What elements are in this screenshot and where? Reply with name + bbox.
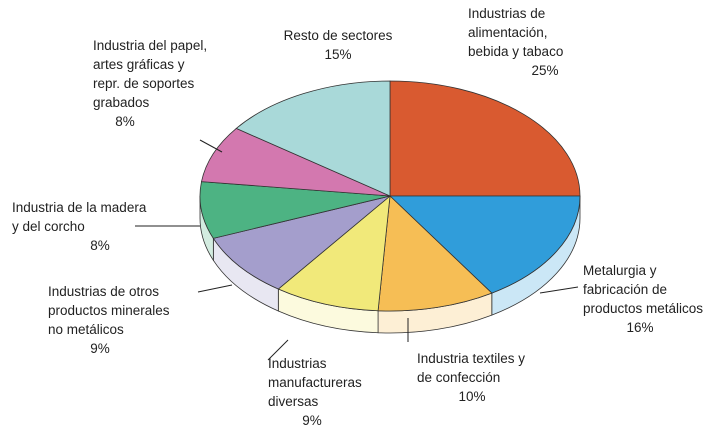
pie-slice [235,80,391,197]
pie-slice [199,181,391,239]
leader-line [267,339,289,361]
pie-slice [277,195,391,312]
leader-line [197,284,233,293]
pie-slice [201,127,391,197]
value-label: 15% [324,47,351,62]
slice-label: Industria del papel, artes gráficas y repr… [93,38,207,110]
pie-slice [389,80,581,197]
slice-label: Industria de la madera y del corcho [12,200,147,234]
slice-label: Industrias de otros productos minerales no… [48,284,170,337]
slice-label: Resto de sectores [284,28,393,43]
value-label: 8% [90,238,110,253]
pie-slice [389,195,581,294]
pie-slice [212,195,391,290]
value-label: 16% [626,320,653,335]
value-label: 9% [302,413,322,428]
value-label: 10% [458,389,485,404]
slice-label: Industrias de alimentación, bebida y tabac… [468,6,563,59]
value-label: 8% [115,114,135,129]
leader-line [539,286,579,294]
slice-label: Industria textiles y de confección [417,351,525,385]
pie-slice [377,195,493,312]
value-label: 25% [531,63,558,78]
slice-label: Industrias manufactureras diversas [268,356,362,409]
leader-line [199,139,223,153]
slice-label: Metalurgia y fabricación de productos metá… [583,263,703,316]
value-label: 9% [90,341,110,356]
